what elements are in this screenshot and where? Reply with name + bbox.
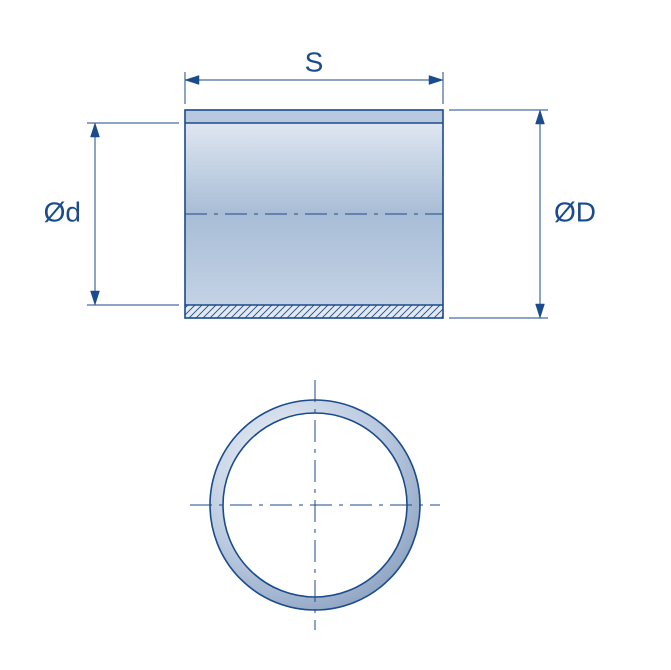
label-d: Ød xyxy=(44,196,81,227)
side-top-wall xyxy=(185,110,443,123)
label-S: S xyxy=(305,46,324,77)
top-view xyxy=(190,380,440,630)
side-view xyxy=(0,72,548,320)
label-D: ØD xyxy=(554,196,596,227)
